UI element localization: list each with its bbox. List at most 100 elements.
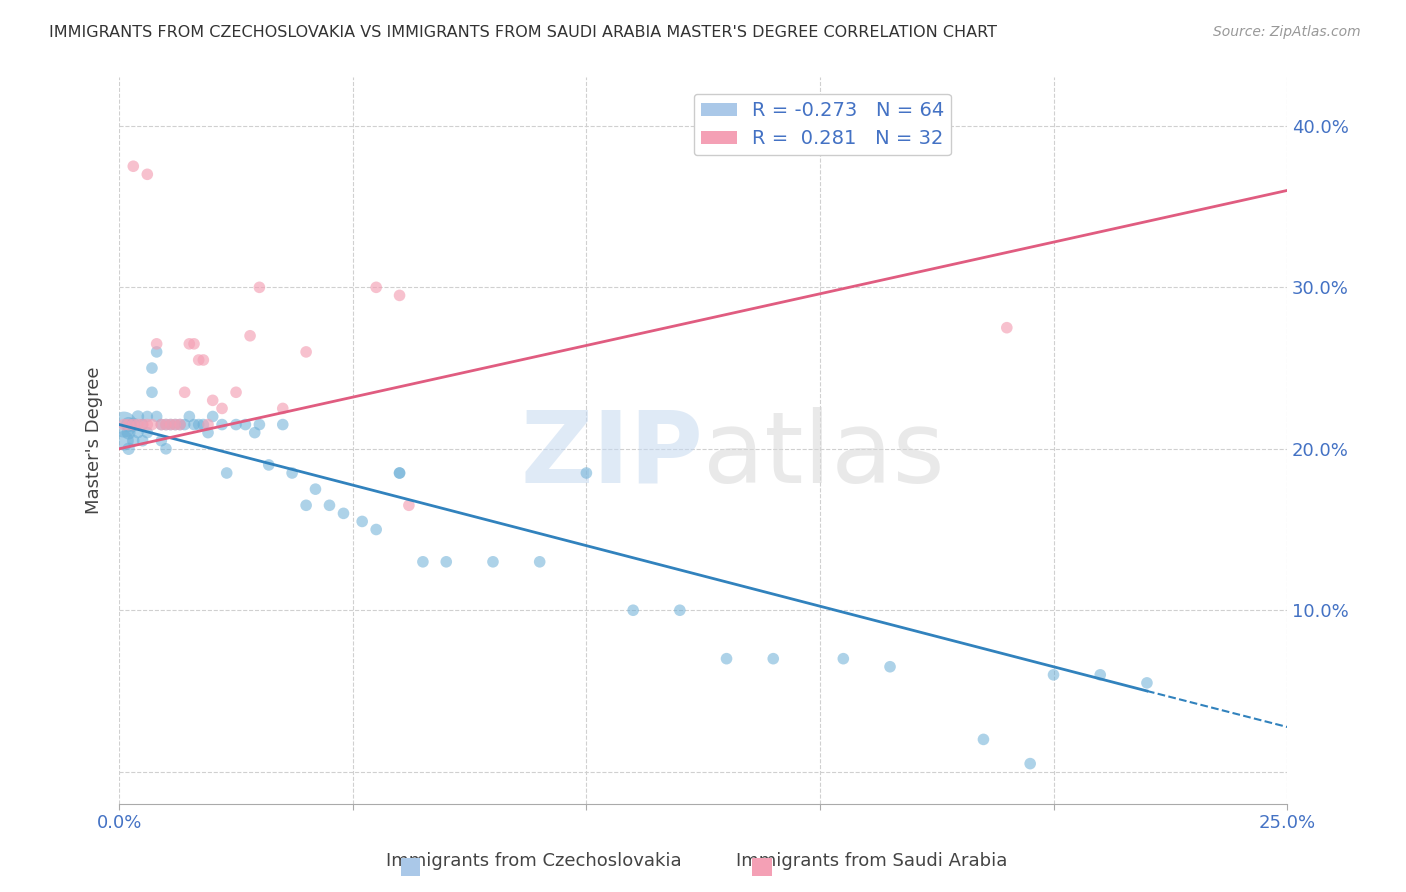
Point [122, 159, 145, 173]
Point [183, 336, 205, 351]
Point [136, 425, 159, 440]
Point [239, 328, 262, 343]
Point [257, 458, 280, 472]
Point [972, 732, 994, 747]
Point [112, 417, 135, 432]
Point [621, 603, 644, 617]
Point [197, 425, 219, 440]
Point [179, 409, 201, 424]
Point [127, 409, 149, 424]
Point [352, 515, 374, 529]
Point [388, 288, 411, 302]
Point [318, 498, 340, 512]
Point [169, 417, 191, 432]
Point [112, 417, 135, 432]
Text: Source: ZipAtlas.com: Source: ZipAtlas.com [1213, 25, 1361, 39]
Point [122, 417, 145, 432]
Point [145, 336, 167, 351]
Point [127, 425, 149, 440]
Point [155, 417, 177, 432]
Point [173, 385, 195, 400]
Point [434, 555, 457, 569]
Point [173, 417, 195, 432]
Point [995, 320, 1018, 334]
Point [669, 603, 692, 617]
Point [145, 409, 167, 424]
Point [388, 466, 411, 480]
Point [197, 417, 219, 432]
Point [295, 498, 318, 512]
Point [762, 651, 785, 665]
Point [141, 385, 163, 400]
Point [211, 417, 233, 432]
Point [155, 442, 177, 456]
Point [832, 651, 855, 665]
Point [145, 345, 167, 359]
Point [141, 417, 163, 432]
Point [136, 167, 159, 181]
Point [398, 498, 420, 512]
Point [271, 417, 294, 432]
Legend: R = -0.273   N = 64, R =  0.281   N = 32: R = -0.273 N = 64, R = 0.281 N = 32 [693, 94, 950, 155]
Point [159, 417, 181, 432]
Point [179, 336, 201, 351]
Point [366, 280, 388, 294]
Point [187, 417, 209, 432]
Point [304, 482, 326, 496]
Point [412, 555, 434, 569]
Point [131, 417, 153, 432]
Point [879, 659, 901, 673]
Point [482, 555, 505, 569]
Point [169, 417, 191, 432]
Point [193, 417, 215, 432]
Point [388, 466, 411, 480]
Point [1136, 676, 1159, 690]
Point [249, 417, 271, 432]
Point [575, 466, 598, 480]
Point [136, 409, 159, 424]
Point [366, 523, 388, 537]
Text: Immigrants from Czechoslovakia: Immigrants from Czechoslovakia [387, 852, 682, 870]
Point [122, 417, 145, 432]
Point [271, 401, 294, 416]
Point [136, 417, 159, 432]
Point [122, 434, 145, 448]
Point [150, 434, 173, 448]
Point [187, 353, 209, 368]
Point [165, 417, 187, 432]
Point [235, 417, 257, 432]
Point [211, 401, 233, 416]
Point [332, 507, 354, 521]
Point [1042, 668, 1064, 682]
Point [193, 353, 215, 368]
Point [281, 466, 304, 480]
Text: Immigrants from Saudi Arabia: Immigrants from Saudi Arabia [735, 852, 1008, 870]
Text: IMMIGRANTS FROM CZECHOSLOVAKIA VS IMMIGRANTS FROM SAUDI ARABIA MASTER'S DEGREE C: IMMIGRANTS FROM CZECHOSLOVAKIA VS IMMIGR… [49, 25, 997, 40]
Point [716, 651, 738, 665]
Point [159, 417, 181, 432]
Point [131, 434, 153, 448]
Point [183, 417, 205, 432]
Point [127, 417, 149, 432]
Point [295, 345, 318, 359]
Point [1090, 668, 1112, 682]
Point [225, 385, 247, 400]
Point [150, 417, 173, 432]
Point [201, 409, 224, 424]
Point [117, 417, 139, 432]
Y-axis label: Master's Degree: Master's Degree [86, 367, 103, 515]
Point [201, 393, 224, 408]
Point [165, 417, 187, 432]
Point [141, 361, 163, 376]
Point [155, 417, 177, 432]
Point [117, 417, 139, 432]
Point [1019, 756, 1042, 771]
Point [150, 417, 173, 432]
Point [529, 555, 551, 569]
Point [243, 425, 266, 440]
Point [117, 442, 139, 456]
Point [131, 417, 153, 432]
Point [225, 417, 247, 432]
Point [117, 425, 139, 440]
Text: atlas: atlas [703, 407, 945, 504]
